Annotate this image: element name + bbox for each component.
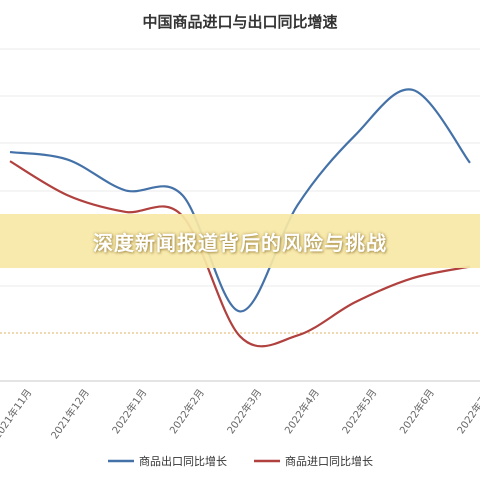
series-line-1: [9, 88, 471, 313]
legend-label: 商品出口同比增长: [139, 454, 227, 468]
x-tick-label: 2022年4月: [282, 386, 322, 436]
x-tick-label: 2022年3月: [224, 386, 264, 436]
headline-text: 深度新闻报道背后的风险与挑战: [93, 230, 387, 255]
x-tick-label: 2021年11月: [0, 386, 34, 441]
x-tick-label: 2022年2月: [167, 386, 207, 436]
x-tick-label: 2022年1月: [109, 386, 149, 436]
x-tick-label: 2022年5月: [339, 386, 379, 436]
headline-banner: 深度新闻报道背后的风险与挑战: [0, 214, 480, 268]
legend: 商品出口同比增长 商品进口同比增长: [108, 454, 373, 468]
x-tick-label: 2022年6月: [397, 386, 437, 436]
series-layer: [9, 88, 471, 348]
series-line-2: [9, 160, 471, 348]
x-tick-label: 2022年7月: [454, 386, 480, 436]
x-tick-label: 2021年12月: [48, 386, 92, 441]
x-tick-labels: 2021年11月 2021年12月 2022年1月 2022年2月 2022年3月 202…: [0, 386, 480, 441]
chart-title: 中国商品进口与出口同比增速: [142, 13, 337, 31]
legend-label: 商品进口同比增长: [285, 454, 373, 468]
